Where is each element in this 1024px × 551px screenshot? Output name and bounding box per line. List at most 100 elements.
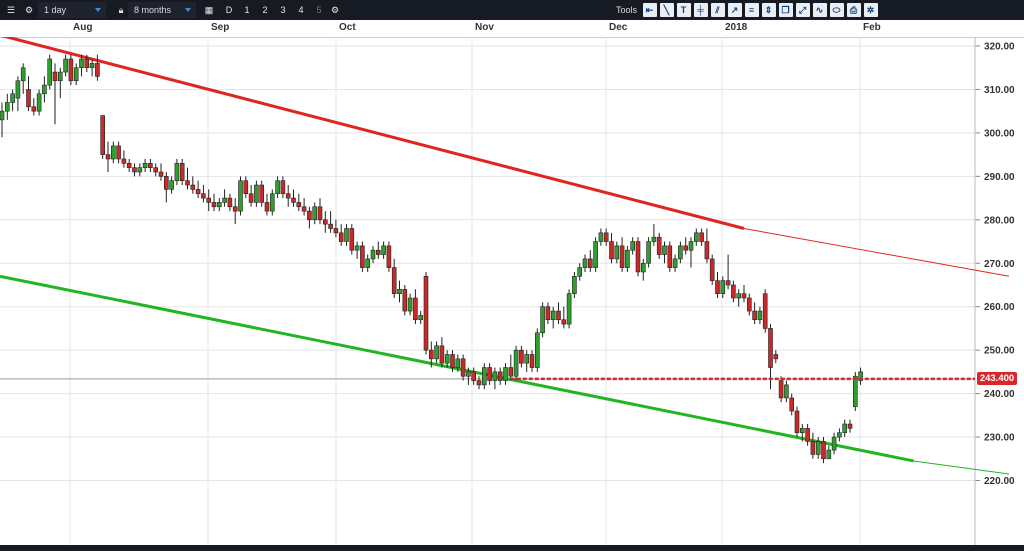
calendar-icon[interactable]: ▦ [204,4,214,15]
support-trendline [0,274,914,463]
menu-icon[interactable]: ☰ [6,4,16,15]
candle-down [805,428,810,442]
candle-up [137,167,143,173]
candle-down [847,423,853,429]
candle-down [773,354,779,360]
candle-up [815,441,821,455]
candle-up [222,197,227,203]
settings-icon[interactable]: ⚙ [330,4,340,15]
candle-up [73,67,79,82]
print-icon[interactable]: ⎙ [846,3,861,17]
settings-icon[interactable]: ⚙ [24,4,34,15]
y-tick-label: 260.00 [984,302,1015,313]
candle-up [0,110,5,121]
y-tick-label: 230.00 [984,433,1015,444]
candle-up [550,310,556,321]
candle-up [678,245,683,260]
candle-down [349,228,355,251]
period-button-d[interactable]: D [225,5,233,15]
candle-up [455,358,461,368]
candle-down [529,354,535,368]
period-button-1[interactable]: 1 [244,5,250,15]
candle-down [603,232,609,242]
candle-up [693,232,699,242]
period-button-5[interactable]: 5 [316,5,322,15]
candle-up [503,367,508,381]
candle-down [778,380,784,399]
candle-down [360,245,365,268]
candle-up [174,163,180,181]
month-label: Dec [609,22,628,33]
candle-down [789,397,795,412]
crosshair-icon[interactable]: ╪ [693,3,708,17]
wave-icon[interactable]: ∿ [812,3,827,17]
candle-down [148,163,153,168]
candle-down [752,310,757,321]
candle-down [413,297,418,321]
candle-up [418,315,424,321]
chevron-down-icon [185,8,191,12]
candle-up [625,249,630,268]
candle-up [434,345,439,360]
lock-icon[interactable]: 🔒︎ [118,4,124,15]
range-dropdown[interactable]: 8 months [128,2,196,18]
candle-down [132,167,137,173]
candle-down [402,289,408,312]
candle-down [206,197,211,203]
candle-up [662,245,667,255]
candle-up [577,267,583,277]
candle-up [481,367,487,386]
candle-up [540,306,545,334]
fibonacci-icon[interactable]: ≡ [744,3,759,17]
candle-up [169,180,174,190]
candle-up [15,80,21,99]
resistance-trendline [1,37,745,230]
tool-settings-icon[interactable]: ✲ [863,3,878,17]
candle-down [100,115,105,155]
candle-up [5,102,10,112]
frame-bottom [0,545,1024,551]
text-tool-icon[interactable]: T [676,3,691,17]
candle-down [519,349,524,364]
range-icon[interactable]: ⇕ [761,3,776,17]
measure-icon[interactable]: ⤢ [795,3,810,17]
candle-up [593,241,598,268]
y-tick-label: 280.00 [984,215,1015,226]
resistance-trendline-extension [743,227,1010,277]
month-label: Aug [73,22,93,33]
candle-down [153,167,158,173]
candle-down [762,293,768,329]
candle-down [619,245,625,268]
candle-down [201,193,206,199]
candle-down [158,171,164,177]
candle-down [656,236,662,255]
candle-down [609,241,614,260]
candle-down [26,89,31,108]
period-button-3[interactable]: 3 [280,5,286,15]
shape-icon[interactable]: ⬭ [829,3,844,17]
candle-up [566,293,572,325]
candle-down [301,206,307,212]
candle-down [741,293,747,299]
candle-down [508,367,514,377]
candle-down [322,219,328,225]
candle-up [640,262,646,273]
interval-dropdown[interactable]: 1 day [38,2,106,18]
candle-down [179,163,185,181]
candle-down [121,158,127,164]
candle-down [715,280,720,294]
parallel-lines-icon[interactable]: ⫽ [710,3,725,17]
arrow-tool-icon[interactable]: ↗ [727,3,742,17]
back-arrow-icon[interactable]: ⇤ [642,3,657,17]
candle-down [423,275,429,351]
line-tool-icon[interactable]: ╲ [659,3,674,17]
candle-down [164,176,169,190]
period-button-4[interactable]: 4 [298,5,304,15]
layers-icon[interactable]: ❐ [778,3,793,17]
candle-down [746,297,752,312]
candle-down [126,163,132,168]
y-tick-label: 240.00 [984,389,1015,400]
period-button-2[interactable]: 2 [262,5,268,15]
candle-up [826,449,832,460]
candle-up [837,432,842,438]
